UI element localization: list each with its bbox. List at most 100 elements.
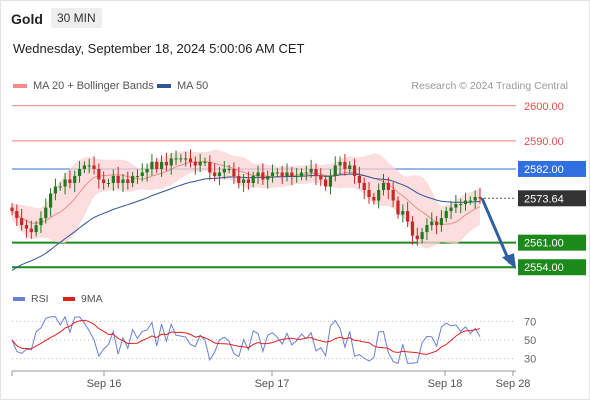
candle-body: [454, 204, 458, 208]
candle-body: [251, 175, 255, 183]
rsi-9ma-line: [11, 319, 481, 355]
bollinger-band: [12, 149, 480, 249]
credit-text: Research © 2024 Trading Central: [411, 80, 568, 92]
candle-body: [425, 225, 429, 233]
candle-body: [381, 182, 386, 191]
candle-body: [159, 161, 164, 169]
candle-body: [377, 190, 381, 201]
candle-body: [179, 158, 183, 160]
candle-body: [150, 161, 154, 169]
candle-body: [135, 175, 140, 177]
candle-body: [430, 221, 434, 226]
candle-body: [131, 175, 135, 183]
candle-body: [285, 172, 289, 176]
candle-body: [338, 161, 342, 166]
x-tick-label: Sep 28: [496, 378, 531, 390]
candle-body: [241, 179, 246, 183]
candle-body: [10, 207, 14, 212]
candle-body: [406, 211, 410, 222]
candle-body: [372, 197, 376, 201]
candle-body: [362, 182, 366, 191]
level-label-2554.00: 2554.00: [524, 262, 564, 274]
rsi-tick-50: 50: [524, 335, 536, 347]
candle-body: [145, 168, 149, 173]
legend-label-bollinger: MA 20 + Bollinger Bands: [33, 80, 154, 92]
candle-body: [357, 175, 361, 183]
legend-label-ma50: MA 50: [177, 80, 209, 92]
candle-body: [106, 182, 111, 184]
candle-body: [343, 161, 347, 169]
candle-body: [319, 175, 323, 180]
chart-header: Gold 30 MIN: [0, 6, 590, 32]
candle-body: [217, 172, 222, 176]
candle-body: [97, 168, 101, 180]
asset-title: Gold: [11, 11, 43, 27]
candle-body: [222, 168, 226, 173]
candle-body: [169, 158, 173, 166]
level-box-2561.00: [518, 234, 586, 251]
candle-body: [58, 186, 62, 188]
ma50-line: [11, 173, 481, 271]
candle-body: [478, 197, 482, 199]
candle-body: [410, 221, 415, 236]
candle-body: [174, 158, 178, 160]
legend-swatch-ma50: [157, 84, 171, 89]
legend-swatch-bollinger: [13, 84, 27, 89]
candle-body: [198, 161, 202, 166]
candle-body: [111, 175, 115, 183]
candle-body: [295, 175, 299, 177]
candle-body: [420, 232, 424, 240]
candle-body: [439, 218, 444, 226]
candle-body: [309, 168, 313, 173]
candle-body: [275, 172, 279, 174]
candle-body: [266, 175, 270, 180]
candle-body: [48, 193, 53, 208]
candle-body: [227, 168, 231, 170]
timeframe-badge[interactable]: 30 MIN: [51, 8, 102, 28]
x-tick-label: Sep 16: [87, 378, 122, 390]
candle-body: [434, 221, 439, 226]
level-label-2600.00: 2600.00: [524, 101, 564, 113]
candle-body: [82, 165, 86, 169]
rsi-tick-70: 70: [524, 316, 536, 328]
candle-body: [44, 207, 48, 219]
candle-body: [140, 172, 144, 176]
legend-swatch-9ma: [63, 297, 75, 302]
candle-body: [463, 200, 468, 205]
candle-body: [299, 172, 304, 176]
candle-body: [155, 161, 159, 169]
level-label-2590.00: 2590.00: [524, 136, 564, 148]
level-label-2561.00: 2561.00: [524, 238, 564, 250]
candle-body: [396, 200, 400, 215]
candle-body: [34, 225, 38, 233]
candle-body: [20, 218, 24, 226]
candle-body: [280, 172, 284, 176]
candle-body: [53, 186, 58, 194]
candle-body: [188, 158, 193, 162]
candle-body: [333, 165, 337, 176]
candle-body: [449, 207, 453, 212]
rsi-line: [11, 315, 481, 364]
candle-body: [24, 225, 29, 229]
candle-body: [126, 179, 130, 183]
candle-body: [386, 182, 390, 191]
candle-body: [63, 179, 67, 187]
candle-body: [102, 179, 106, 183]
candle-body: [68, 179, 72, 183]
legend-label-rsi: RSI: [31, 293, 49, 305]
candle-body: [444, 211, 448, 219]
legend-rsi: RSI: [13, 293, 49, 305]
candle-body: [324, 179, 328, 187]
candle-body: [203, 161, 207, 163]
candle-body: [314, 168, 318, 176]
candle-body: [116, 175, 120, 183]
legend-label-9ma: 9MA: [81, 293, 103, 305]
candle-body: [193, 161, 197, 166]
legend-swatch-rsi: [13, 297, 25, 302]
candle-body: [73, 175, 77, 183]
candle-body: [87, 165, 91, 167]
candle-body: [237, 175, 241, 183]
x-tick-label: Sep 18: [428, 378, 463, 390]
candle-body: [92, 165, 96, 169]
legend-ma50: MA 50: [157, 80, 208, 92]
